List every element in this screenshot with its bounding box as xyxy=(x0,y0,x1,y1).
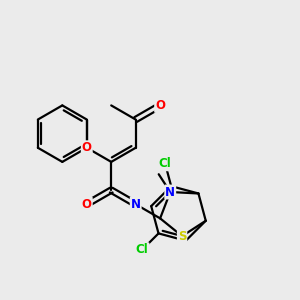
Text: N: N xyxy=(165,185,175,199)
Text: O: O xyxy=(82,141,92,154)
Text: N: N xyxy=(131,198,141,211)
Text: Cl: Cl xyxy=(159,157,172,170)
Text: S: S xyxy=(178,230,186,243)
Text: O: O xyxy=(82,198,92,211)
Text: O: O xyxy=(155,99,165,112)
Text: Cl: Cl xyxy=(136,243,148,256)
